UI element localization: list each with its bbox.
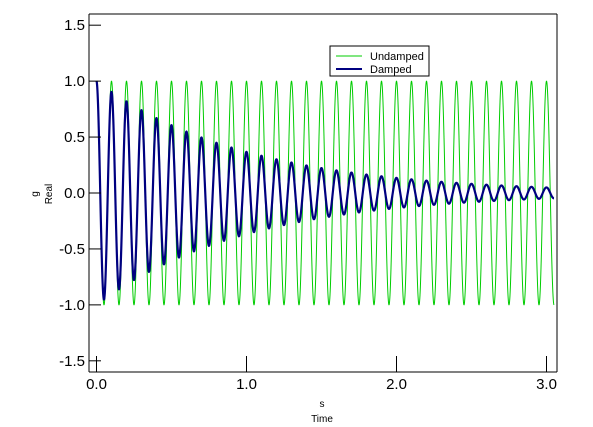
x-tick-label: 0.0 bbox=[86, 376, 107, 393]
y-tick-label: 0.5 bbox=[64, 129, 85, 146]
x-axis-ticks: 0.0 1.0 2.0 3.0 bbox=[86, 356, 557, 393]
x-tick-label: 3.0 bbox=[536, 376, 557, 393]
y-tick-label: 0.0 bbox=[64, 185, 85, 202]
x-tick-label: 1.0 bbox=[236, 376, 257, 393]
y-axis-label: Real bbox=[44, 184, 55, 205]
y-axis-unit: g bbox=[30, 191, 41, 197]
legend-label-undamped: Undamped bbox=[370, 51, 424, 63]
y-axis-ticks: 1.5 1.0 0.5 0.0 -0.5 -1.0 -1.5 bbox=[59, 17, 101, 370]
legend-box bbox=[329, 45, 430, 77]
x-axis-label: Time bbox=[311, 414, 333, 425]
legend-label-damped: Damped bbox=[370, 64, 412, 76]
series-line-damped bbox=[95, 80, 555, 301]
x-axis-unit: s bbox=[320, 399, 325, 410]
legend: Undamped Damped bbox=[329, 45, 430, 77]
x-tick-label: 2.0 bbox=[386, 376, 407, 393]
y-tick-label: -1.0 bbox=[59, 297, 85, 314]
plot-area bbox=[95, 80, 555, 306]
y-tick-label: -0.5 bbox=[59, 241, 85, 258]
y-tick-label: -1.5 bbox=[59, 353, 85, 370]
y-tick-label: 1.5 bbox=[64, 17, 85, 34]
y-tick-label: 1.0 bbox=[64, 73, 85, 90]
